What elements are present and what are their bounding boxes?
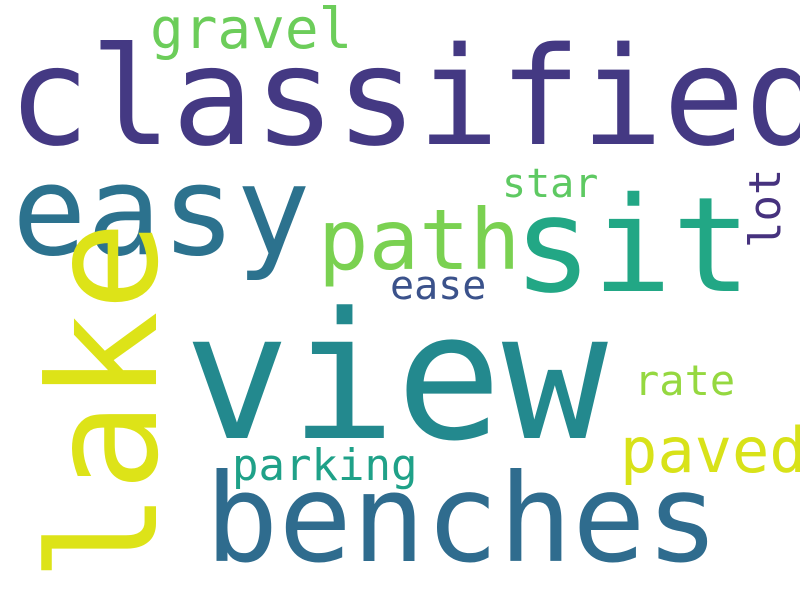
word-path: path: [318, 191, 521, 289]
word-classified: classified: [8, 19, 800, 177]
word-parking: parking: [232, 440, 418, 491]
word-gravel: gravel: [150, 0, 353, 62]
word-star: star: [502, 161, 599, 207]
word-paved: paved: [620, 414, 800, 487]
word-ease: ease: [390, 263, 487, 309]
word-sit: sit: [513, 169, 752, 323]
word-lot: lot: [740, 168, 791, 248]
word-benches: benches: [205, 448, 720, 590]
word-easy: easy: [12, 140, 311, 284]
word-view: view: [184, 275, 608, 480]
word-lake: lake: [18, 220, 192, 582]
word-rate: rate: [634, 356, 736, 405]
